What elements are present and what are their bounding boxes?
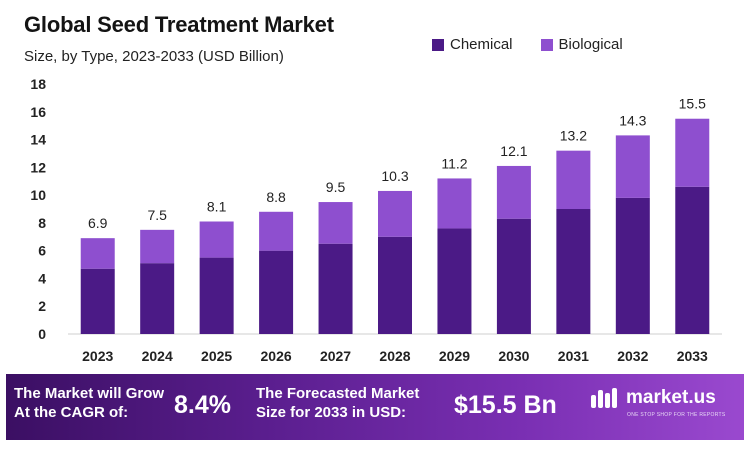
legend-item-biological: Biological [540,36,623,53]
total-label-2026: 8.8 [266,189,286,205]
forecast-label: The Forecasted Market Size for 2033 in U… [256,384,419,422]
total-label-2032: 14.3 [619,112,646,128]
x-tick-label-2032: 2032 [617,348,648,364]
bar-biological-2032 [615,135,650,198]
x-tick-label-2025: 2025 [201,348,232,364]
legend-swatch-chemical [432,38,444,51]
bar-biological-2029 [437,178,472,229]
y-tick-label: 2 [38,298,46,314]
bar-chemical-2027 [318,243,353,334]
bar-chemical-2025 [199,257,234,334]
y-tick-label: 4 [38,270,46,286]
total-label-2025: 8.1 [207,199,227,215]
forecast-label-line2: Size for 2033 in USD: [256,404,407,421]
x-tick-label-2027: 2027 [320,348,351,364]
y-tick-label: 0 [38,326,46,342]
bar-chemical-2030 [496,218,531,334]
legend-swatch-biological [540,38,553,51]
x-tick-label-2024: 2024 [142,348,173,364]
bar-chemical-2024 [140,263,175,334]
bar-biological-2028 [378,190,412,237]
x-tick-label-2031: 2031 [558,348,589,364]
bar-biological-2031 [556,150,591,209]
x-tick-label-2023: 2023 [82,348,113,364]
x-tick-label-2028: 2028 [379,348,410,364]
bar-chemical-2033 [675,186,710,334]
legend-label-biological: Biological [558,36,623,53]
bar-biological-2026 [259,211,294,251]
total-label-2029: 11.2 [441,155,467,171]
x-tick-label-2026: 2026 [261,348,292,364]
legend: Chemical Biological [432,36,623,53]
x-tick-label-2029: 2029 [439,348,470,364]
chart-title: Global Seed Treatment Market [24,12,334,37]
forecast-value: $15.5 Bn [454,391,557,419]
bar-biological-2033 [675,118,710,187]
cagr-value: 8.4% [174,391,231,419]
bar-biological-2025 [199,221,234,258]
total-label-2030: 12.1 [500,143,527,159]
y-tick-label: 16 [30,104,46,120]
market-us-logo-icon [591,388,617,408]
chart-subtitle: Size, by Type, 2023-2033 (USD Billion) [24,48,284,65]
legend-label-chemical: Chemical [450,36,513,53]
bar-chemical-2029 [437,228,472,334]
logo-name: market.us [626,387,716,408]
bar-biological-2024 [140,229,175,264]
forecast-label-line1: The Forecasted Market [256,385,420,402]
y-tick-label: 6 [38,243,46,259]
total-label-2027: 9.5 [326,179,346,195]
y-tick-label: 8 [38,215,46,231]
cagr-label-line1: The Market will Grow [14,385,165,402]
total-label-2024: 7.5 [147,207,167,223]
bar-chemical-2031 [556,209,591,334]
x-tick-label-2033: 2033 [677,348,708,364]
total-label-2033: 15.5 [679,96,706,112]
bar-chart: 0 2 4 6 8 10 12 14 16 18 6.9 2023 7.5 2024 8.1 2025 8.8 2… [30,76,722,364]
market-us-logo: market.us ONE STOP SHOP FOR THE REPORTS [590,387,725,418]
bar-chemical-2023 [80,268,115,334]
bar-biological-2030 [496,165,531,219]
y-tick-label: 14 [30,132,46,148]
bar-biological-2023 [80,238,115,269]
y-tick-label: 10 [30,187,46,203]
bar-biological-2027 [318,202,353,244]
legend-item-chemical: Chemical [432,36,513,53]
total-label-2031: 13.2 [560,128,587,144]
logo-tagline: ONE STOP SHOP FOR THE REPORTS [627,412,726,418]
bar-chemical-2026 [259,250,294,334]
summary-banner: The Market will Grow At the CAGR of: 8.4… [6,374,744,440]
total-label-2023: 6.9 [88,215,108,231]
total-label-2028: 10.3 [381,168,408,184]
y-tick-label: 12 [30,159,46,175]
y-tick-label: 18 [30,76,46,92]
cagr-label: The Market will Grow At the CAGR of: [14,384,164,422]
x-tick-label-2030: 2030 [498,348,529,364]
bar-chemical-2032 [615,197,650,334]
cagr-label-line2: At the CAGR of: [14,404,129,421]
bar-chemical-2028 [378,236,412,334]
